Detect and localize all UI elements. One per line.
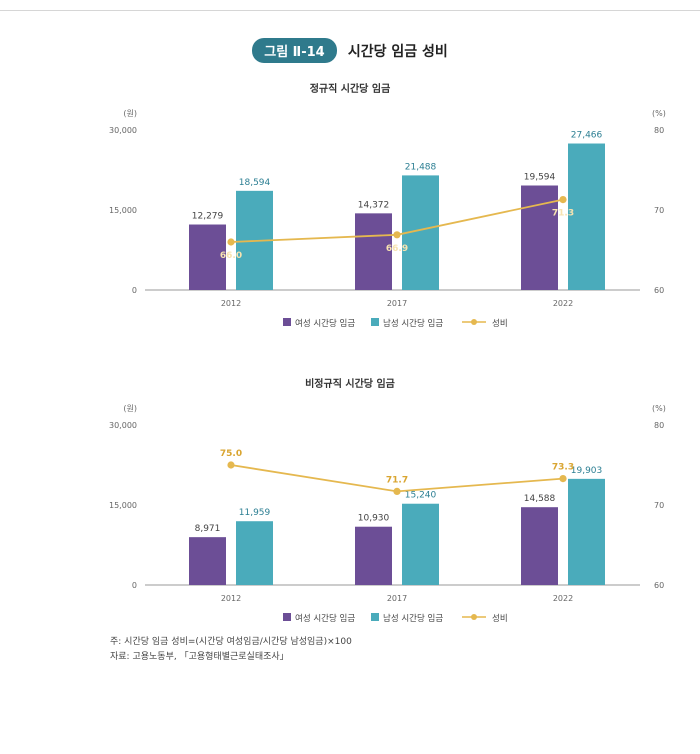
chart-1-ratio-label-2012: 75.0 xyxy=(220,449,242,459)
chart-1-x-tick-2022: 2022 xyxy=(553,594,573,603)
chart-1-bar-female-2022 xyxy=(521,507,558,585)
chart-0-label-female-2012: 12,279 xyxy=(192,212,224,222)
chart-0-left-tick: 30,000 xyxy=(109,126,137,135)
figure-notes: 주: 시간당 임금 성비=(시간당 여성임금/시간당 남성임금)×100 자료:… xyxy=(110,635,352,665)
chart-0-ratio-point-2012 xyxy=(227,238,235,246)
chart-0-bar-female-2012 xyxy=(189,224,226,290)
chart-1-right-tick: 60 xyxy=(654,581,664,590)
chart-0-right-tick: 60 xyxy=(654,286,664,295)
chart-0-right-unit: (%) xyxy=(652,109,666,118)
chart-1-legend-female-label: 여성 시간당 임금 xyxy=(295,613,355,624)
chart-0-left-tick: 0 xyxy=(132,286,137,295)
chart-1-left-unit: (원) xyxy=(123,404,137,413)
chart-1-ratio-label-2017: 71.7 xyxy=(386,475,408,485)
chart-0-ratio-point-2017 xyxy=(393,231,401,239)
chart-0-x-tick-2012: 2012 xyxy=(221,299,241,308)
chart-1-bar-female-2017 xyxy=(355,526,392,585)
chart-0-label-male-2017: 21,488 xyxy=(405,162,437,172)
chart-1-ratio-label-2022: 73.3 xyxy=(552,463,574,473)
chart-1-legend-male-label: 남성 시간당 임금 xyxy=(383,613,443,624)
chart-1-legend-ratio-label: 성비 xyxy=(492,614,508,624)
chart-0-bar-male-2022 xyxy=(568,143,605,290)
chart-1-bar-female-2012 xyxy=(189,537,226,585)
chart-0-right-tick: 80 xyxy=(654,126,664,135)
chart-1-label-female-2022: 14,588 xyxy=(524,494,556,504)
chart-1-label-male-2017: 15,240 xyxy=(405,491,437,501)
chart-1-title: 비정규직 시간당 임금 xyxy=(305,377,395,390)
chart-1-left-tick: 30,000 xyxy=(109,421,137,430)
chart-1-x-tick-2012: 2012 xyxy=(221,594,241,603)
source-note: 자료: 고용노동부, 「고용형태별근로실태조사」 xyxy=(110,652,289,662)
chart-1-ratio-point-2017 xyxy=(393,487,401,495)
chart-0-label-female-2017: 14,372 xyxy=(358,200,390,210)
regular-wage-chart: 정규직 시간당 임금 (원) (%) 0 15,000 30,000 60 70 80 12,27… xyxy=(109,82,666,329)
chart-0-legend-male-swatch xyxy=(371,318,379,326)
chart-1-label-female-2012: 8,971 xyxy=(195,524,221,534)
chart-0-label-male-2022: 27,466 xyxy=(571,131,603,141)
chart-0-left-tick: 15,000 xyxy=(109,206,137,215)
chart-0-x-tick-2022: 2022 xyxy=(553,299,573,308)
chart-1-x-tick-2017: 2017 xyxy=(387,594,407,603)
chart-1-right-unit: (%) xyxy=(652,404,666,413)
chart-0-ratio-label-2022: 71.3 xyxy=(552,209,574,219)
chart-1-label-female-2017: 10,930 xyxy=(358,514,390,524)
chart-0-legend-ratio-label: 성비 xyxy=(492,319,508,329)
chart-0-label-male-2012: 18,594 xyxy=(239,178,271,188)
chart-0-legend-male-label: 남성 시간당 임금 xyxy=(383,318,443,329)
chart-0-ratio-point-2022 xyxy=(559,196,567,204)
figure-number-badge: 그림 Ⅱ-14 xyxy=(252,38,337,63)
chart-0-bar-female-2017 xyxy=(355,213,392,290)
chart-1-right-tick: 70 xyxy=(654,501,664,510)
chart-1-label-male-2012: 11,959 xyxy=(239,508,271,518)
chart-0-left-unit: (원) xyxy=(123,109,137,118)
chart-0-x-tick-2017: 2017 xyxy=(387,299,407,308)
chart-0-bar-female-2022 xyxy=(521,185,558,290)
chart-0-legend-ratio-marker xyxy=(471,319,477,325)
chart-0-right-tick: 70 xyxy=(654,206,664,215)
chart-1-bar-male-2022 xyxy=(568,478,605,585)
chart-1-legend-female-swatch xyxy=(283,613,291,621)
chart-1-left-tick: 0 xyxy=(132,581,137,590)
figure-header: 그림 Ⅱ-14 시간당 임금 성비 xyxy=(0,38,700,63)
chart-1-ratio-point-2012 xyxy=(227,461,235,469)
chart-0-legend-female-label: 여성 시간당 임금 xyxy=(295,318,355,329)
chart-1-legend-male-swatch xyxy=(371,613,379,621)
chart-1-legend-ratio-marker xyxy=(471,614,477,620)
chart-1-left-tick: 15,000 xyxy=(109,501,137,510)
chart-1-right-tick: 80 xyxy=(654,421,664,430)
figure-title: 시간당 임금 성비 xyxy=(347,43,448,60)
chart-0-ratio-label-2012: 66.0 xyxy=(220,251,242,261)
chart-1-label-male-2022: 19,903 xyxy=(571,466,603,476)
formula-note: 주: 시간당 임금 성비=(시간당 여성임금/시간당 남성임금)×100 xyxy=(110,637,352,647)
chart-1-bar-male-2012 xyxy=(236,521,273,585)
chart-0-legend-female-swatch xyxy=(283,318,291,326)
nonregular-wage-chart: 비정규직 시간당 임금 (원) (%) 0 15,000 30,000 60 70 80 8,97… xyxy=(109,377,666,624)
chart-0-label-female-2022: 19,594 xyxy=(524,172,556,182)
chart-0-ratio-label-2017: 66.9 xyxy=(386,244,408,254)
chart-1-bar-male-2017 xyxy=(402,503,439,585)
chart-1-ratio-point-2022 xyxy=(559,475,567,483)
top-divider xyxy=(0,10,700,11)
chart-0-title: 정규직 시간당 임금 xyxy=(310,82,391,95)
